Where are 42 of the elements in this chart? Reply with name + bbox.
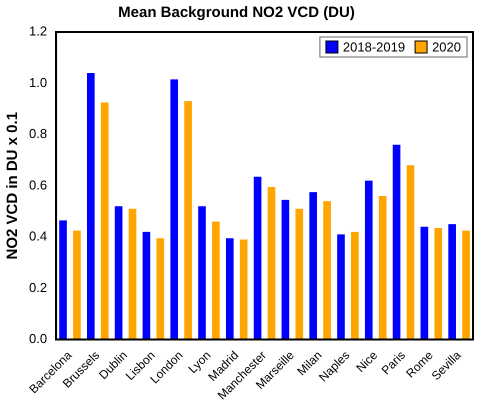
bar bbox=[268, 187, 276, 340]
bar bbox=[128, 208, 136, 340]
bar bbox=[351, 232, 359, 340]
bar bbox=[406, 165, 414, 340]
bar bbox=[420, 226, 428, 340]
bar bbox=[392, 144, 400, 340]
y-axis-title: NO2 VCD in DU x 0.1 bbox=[4, 112, 22, 260]
bar bbox=[434, 228, 442, 340]
y-tick-label: 0.0 bbox=[28, 331, 48, 346]
bar bbox=[254, 176, 262, 340]
legend-label: 2020 bbox=[432, 40, 461, 55]
bar bbox=[142, 232, 150, 340]
y-tick-label: 0.6 bbox=[28, 177, 48, 192]
y-tick-label: 1.0 bbox=[28, 74, 48, 90]
bar bbox=[364, 180, 373, 340]
y-tick-label: 0.2 bbox=[28, 280, 48, 295]
chart-title: Mean Background NO2 VCD (DU) bbox=[118, 4, 355, 22]
y-tick-label: 0.4 bbox=[28, 228, 48, 244]
bar bbox=[337, 234, 345, 340]
bar bbox=[309, 192, 317, 340]
bar bbox=[114, 206, 122, 340]
bar bbox=[240, 240, 248, 340]
bar bbox=[156, 238, 164, 340]
bar bbox=[86, 73, 95, 340]
bar bbox=[198, 206, 206, 340]
bar bbox=[323, 201, 331, 340]
x-tick-label: Nice bbox=[353, 348, 380, 376]
bar bbox=[100, 102, 109, 340]
bar bbox=[448, 224, 456, 340]
bar bbox=[184, 101, 192, 340]
bar bbox=[73, 230, 81, 340]
bar bbox=[378, 196, 386, 340]
bar bbox=[282, 200, 290, 340]
bar bbox=[59, 220, 67, 340]
y-tick-label: 1.2 bbox=[28, 24, 48, 39]
bar bbox=[462, 230, 470, 340]
bar bbox=[212, 222, 220, 340]
bar bbox=[226, 238, 234, 340]
bar bbox=[295, 208, 304, 340]
y-tick-label: 0.8 bbox=[28, 126, 48, 142]
legend-label: 2018-2019 bbox=[342, 40, 406, 55]
bar bbox=[170, 79, 178, 340]
